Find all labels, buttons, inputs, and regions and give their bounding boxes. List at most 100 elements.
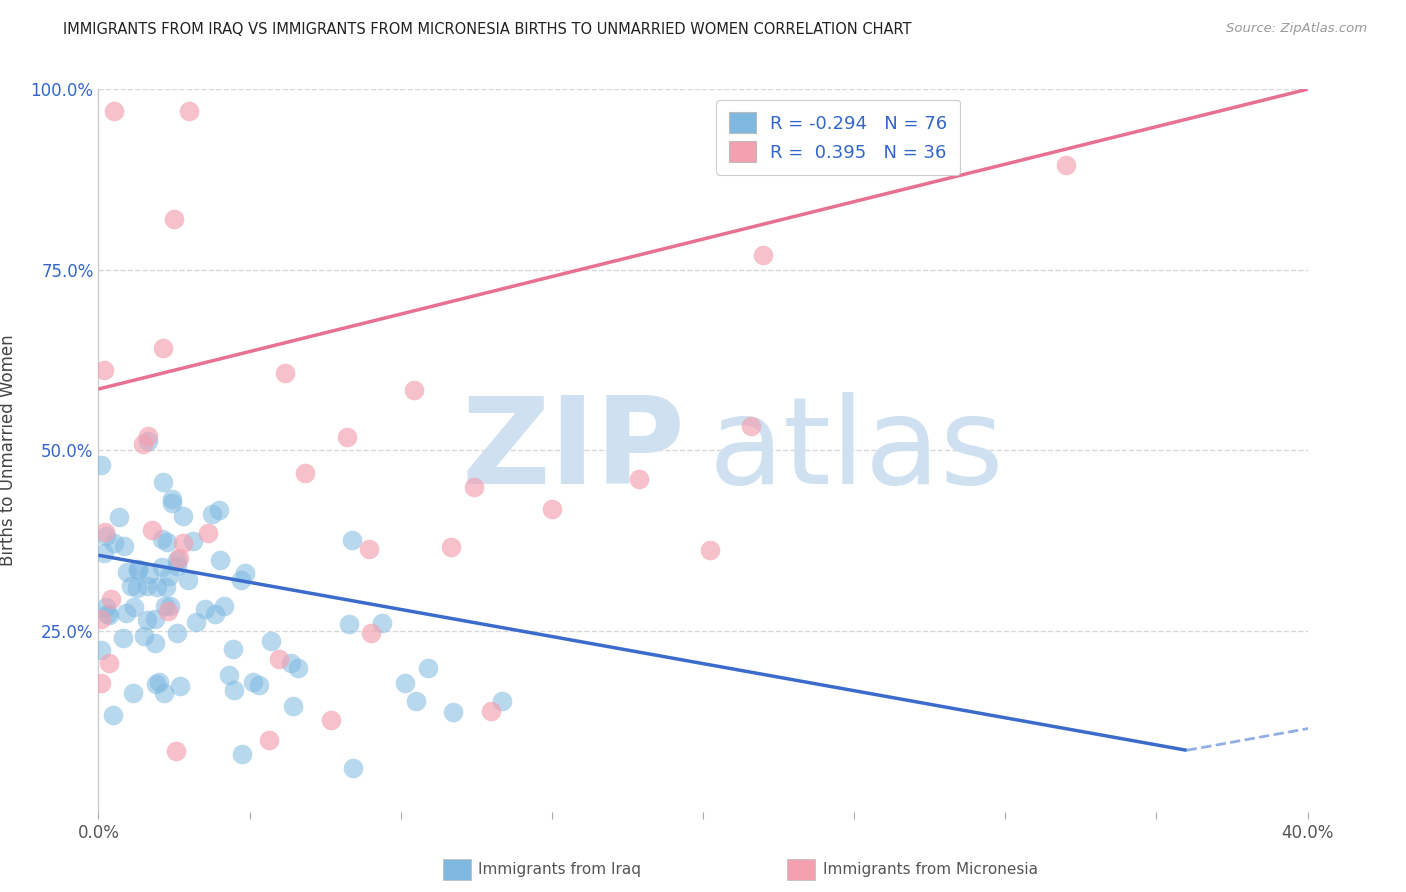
- Point: [159, 599, 181, 613]
- Point: [283, 698, 305, 713]
- Point: [242, 674, 264, 689]
- Point: [740, 419, 762, 434]
- Point: [103, 535, 125, 549]
- Point: [166, 553, 188, 567]
- Point: [172, 508, 194, 523]
- Point: [280, 657, 302, 671]
- Point: [416, 661, 439, 675]
- Point: [231, 573, 253, 587]
- Y-axis label: Births to Unmarried Women: Births to Unmarried Women: [0, 334, 17, 566]
- Point: [146, 580, 169, 594]
- Text: atlas: atlas: [709, 392, 1005, 509]
- Point: [134, 628, 156, 642]
- Point: [160, 496, 183, 510]
- Point: [342, 761, 364, 775]
- Point: [90, 643, 112, 657]
- Point: [540, 502, 562, 516]
- Point: [141, 523, 163, 537]
- Point: [233, 566, 256, 581]
- Point: [160, 492, 183, 507]
- Point: [96, 599, 118, 614]
- Point: [440, 541, 463, 555]
- Point: [491, 694, 513, 708]
- Point: [273, 366, 295, 380]
- Text: Immigrants from Iraq: Immigrants from Iraq: [478, 863, 641, 877]
- Point: [103, 708, 125, 723]
- Point: [194, 602, 217, 616]
- Point: [340, 533, 363, 547]
- Point: [184, 615, 207, 629]
- Point: [165, 744, 187, 758]
- Point: [257, 733, 280, 747]
- Point: [153, 686, 176, 700]
- Point: [145, 677, 167, 691]
- Point: [204, 607, 226, 621]
- Point: [183, 534, 205, 549]
- Point: [108, 510, 131, 524]
- Point: [127, 582, 149, 596]
- Point: [138, 567, 160, 582]
- Point: [121, 579, 143, 593]
- Point: [370, 616, 392, 631]
- Point: [127, 563, 149, 577]
- Point: [294, 466, 316, 480]
- Point: [166, 626, 188, 640]
- Text: ZIP: ZIP: [461, 392, 685, 509]
- Point: [152, 475, 174, 489]
- Point: [136, 429, 159, 443]
- Point: [214, 599, 236, 613]
- Point: [150, 532, 173, 546]
- Point: [267, 652, 290, 666]
- Point: [127, 562, 149, 576]
- Point: [463, 480, 485, 494]
- Point: [169, 679, 191, 693]
- Legend: R = -0.294   N = 76, R =  0.395   N = 36: R = -0.294 N = 76, R = 0.395 N = 36: [716, 100, 960, 175]
- Point: [103, 103, 125, 118]
- Point: [201, 507, 224, 521]
- Point: [97, 607, 120, 622]
- Point: [111, 631, 134, 645]
- Point: [166, 558, 188, 573]
- Point: [156, 534, 179, 549]
- Point: [112, 539, 135, 553]
- Point: [143, 636, 166, 650]
- Point: [155, 580, 177, 594]
- Point: [627, 471, 650, 485]
- Point: [98, 657, 121, 671]
- Point: [94, 529, 117, 543]
- Point: [231, 747, 253, 761]
- Point: [481, 704, 503, 718]
- Point: [115, 566, 138, 580]
- Point: [177, 573, 200, 587]
- Point: [93, 546, 115, 560]
- Point: [224, 682, 246, 697]
- Text: Source: ZipAtlas.com: Source: ZipAtlas.com: [1226, 22, 1367, 36]
- Point: [222, 641, 245, 656]
- Point: [90, 675, 112, 690]
- Point: [94, 524, 117, 539]
- Point: [148, 675, 170, 690]
- Point: [136, 579, 159, 593]
- Point: [1054, 158, 1077, 172]
- Point: [208, 503, 231, 517]
- Point: [90, 612, 112, 626]
- Point: [441, 705, 464, 719]
- Point: [260, 633, 283, 648]
- Point: [319, 713, 342, 727]
- Point: [153, 599, 176, 614]
- Point: [150, 559, 173, 574]
- Point: [218, 667, 240, 681]
- Point: [115, 606, 138, 620]
- Point: [287, 661, 309, 675]
- Point: [405, 694, 427, 708]
- Point: [752, 248, 775, 262]
- Point: [157, 604, 180, 618]
- Point: [163, 212, 186, 227]
- Point: [699, 543, 721, 558]
- Point: [132, 437, 155, 451]
- Point: [96, 607, 118, 621]
- Point: [143, 611, 166, 625]
- Point: [179, 103, 201, 118]
- Point: [337, 616, 360, 631]
- Point: [124, 600, 146, 615]
